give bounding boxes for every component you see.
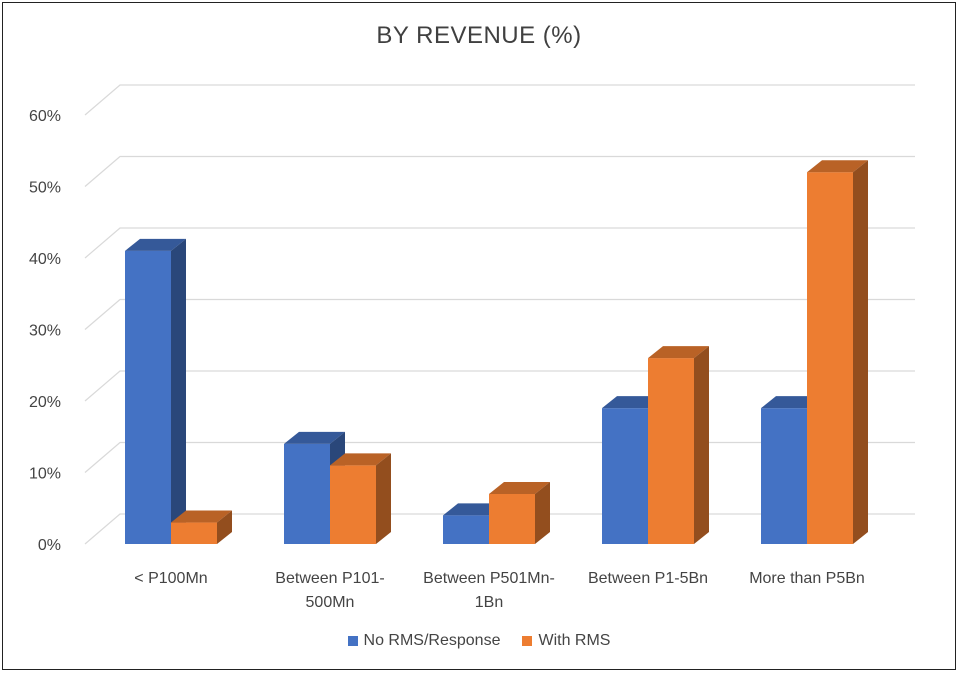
bar-front xyxy=(125,250,171,544)
category-labels: < P100Mn Between P101- 500Mn Between P501Mn… xyxy=(134,570,865,611)
legend-swatch-orange xyxy=(522,636,533,646)
gridline xyxy=(84,298,915,330)
bar-front xyxy=(443,515,489,544)
bar-top xyxy=(171,510,232,523)
bar-top xyxy=(330,453,391,466)
x-category-label: 1Bn xyxy=(475,594,503,611)
bar-top xyxy=(125,238,186,251)
bar-top xyxy=(761,396,822,409)
bar-top xyxy=(443,503,504,516)
gridline xyxy=(84,155,915,187)
bar-with-rms xyxy=(807,160,868,544)
y-tick-label: 0% xyxy=(38,537,61,554)
bar-front xyxy=(648,358,694,544)
x-category-label: Between P101- xyxy=(275,570,384,587)
bar-no-rms xyxy=(125,238,186,544)
bar-side xyxy=(535,481,550,544)
bar-front xyxy=(761,408,807,544)
legend-label: With RMS xyxy=(538,632,611,649)
x-category-label: Between P1-5Bn xyxy=(588,570,708,587)
bar-top xyxy=(807,160,868,173)
legend-swatch-blue xyxy=(347,636,358,646)
y-axis-ticks: 0% 10% 20% 30% 40% 50% 60% xyxy=(29,108,61,554)
bar-side xyxy=(171,238,186,544)
bar-top xyxy=(602,396,663,409)
chart-title: BY REVENUE (%) xyxy=(376,22,582,49)
bar-top xyxy=(648,346,709,359)
legend-item-series-1: With RMS xyxy=(522,632,610,650)
y-tick-label: 30% xyxy=(29,323,61,340)
legend-item-series-0: No RMS/Response xyxy=(347,632,501,650)
bar-front xyxy=(602,408,648,544)
x-category-label: < P100Mn xyxy=(134,570,207,587)
bar-with-rms xyxy=(171,510,232,544)
x-category-label: More than P5Bn xyxy=(749,570,865,587)
bar-top xyxy=(284,431,345,444)
y-tick-label: 50% xyxy=(29,180,61,197)
y-tick-label: 20% xyxy=(29,394,61,411)
bar-side xyxy=(376,453,391,544)
gridline xyxy=(84,227,915,259)
bar-front xyxy=(489,493,535,544)
y-tick-label: 60% xyxy=(29,108,61,125)
y-tick-label: 10% xyxy=(29,466,61,483)
bar-front xyxy=(284,443,330,544)
bar-top xyxy=(489,481,550,494)
bar-with-rms xyxy=(489,481,550,544)
legend-label: No RMS/Response xyxy=(363,632,501,649)
bar-front xyxy=(330,465,376,544)
gridline xyxy=(84,84,915,116)
legend: No RMS/Response With RMS xyxy=(0,632,958,650)
x-category-label: Between P501Mn- xyxy=(423,570,555,587)
x-category-label: 500Mn xyxy=(306,594,355,611)
bar-side xyxy=(694,346,709,544)
bar-side xyxy=(217,510,232,544)
bar-front xyxy=(171,522,217,544)
bars xyxy=(125,160,868,544)
bar-front xyxy=(807,172,853,544)
y-tick-label: 40% xyxy=(29,251,61,268)
bar-side xyxy=(853,160,868,544)
bar-with-rms xyxy=(330,453,391,544)
bar-with-rms xyxy=(648,346,709,544)
